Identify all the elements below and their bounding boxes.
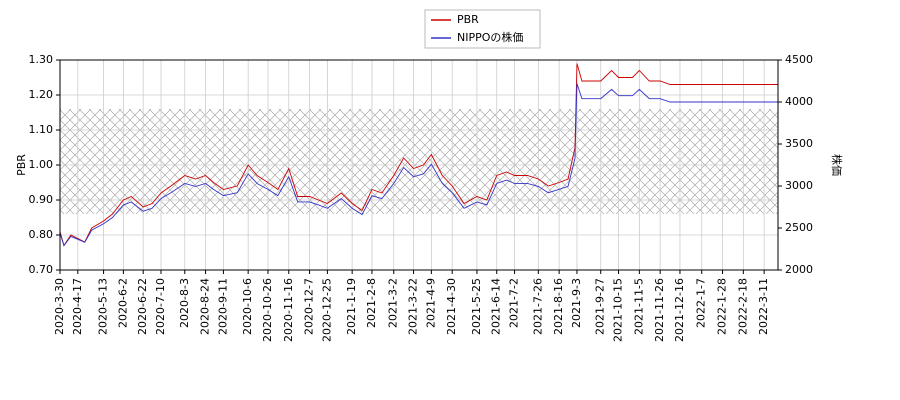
x-tick-label: 2021-12-16 bbox=[673, 278, 686, 342]
x-tick-label: 2020-9-11 bbox=[216, 278, 229, 335]
x-tick-label: 2021-4-9 bbox=[424, 278, 437, 328]
x-tick-label: 2022-1-28 bbox=[716, 278, 729, 335]
x-tick-label: 2020-10-6 bbox=[241, 278, 254, 335]
x-tick-label: 2020-8-24 bbox=[199, 278, 212, 335]
x-tick-label: 2020-6-2 bbox=[116, 278, 129, 328]
y-tick-label: 1.30 bbox=[29, 53, 54, 66]
x-tick-label: 2021-11-5 bbox=[632, 278, 645, 335]
y2-tick-label: 4500 bbox=[785, 53, 813, 66]
x-tick-label: 2021-9-3 bbox=[570, 278, 583, 328]
line-series bbox=[59, 63, 778, 247]
y-tick-label: 0.70 bbox=[29, 263, 54, 276]
y-tick-label: 1.00 bbox=[29, 158, 54, 171]
x-tick-label: 2020-12-25 bbox=[320, 278, 333, 342]
x-tick-label: 2021-11-26 bbox=[653, 278, 666, 342]
legend: PBR NIPPOの株価 bbox=[424, 9, 541, 49]
x-tick-label: 2021-3-2 bbox=[387, 278, 400, 328]
shaded-range bbox=[60, 109, 778, 214]
x-tick-label: 2020-7-10 bbox=[154, 278, 167, 335]
legend-label: NIPPOの株価 bbox=[457, 30, 523, 44]
x-tick-label: 2022-1-7 bbox=[695, 278, 708, 328]
x-tick-label: 2021-7-26 bbox=[531, 278, 544, 335]
x-tick-label: 2021-7-2 bbox=[508, 278, 521, 328]
y2-tick-label: 3000 bbox=[785, 179, 813, 192]
legend-label: PBR bbox=[457, 13, 479, 26]
y-tick-label: 1.10 bbox=[29, 123, 54, 136]
plot-frame bbox=[59, 59, 779, 271]
x-tick-label: 2021-3-22 bbox=[407, 278, 420, 335]
x-tick-label: 2021-10-15 bbox=[612, 278, 625, 342]
x-tick-label: 2020-5-13 bbox=[97, 278, 110, 335]
x-tick-label: 2020-12-7 bbox=[303, 278, 316, 335]
x-tick-label: 2020-11-16 bbox=[282, 278, 295, 342]
x-tick-label: 2022-3-11 bbox=[757, 278, 770, 335]
y2-tick-label: 4000 bbox=[785, 95, 813, 108]
y-axis-label: PBR bbox=[15, 154, 28, 176]
x-tick-label: 2021-8-16 bbox=[552, 278, 565, 335]
x-tick-label: 2021-6-14 bbox=[490, 278, 503, 335]
x-tick-label: 2021-2-8 bbox=[365, 278, 378, 328]
y-tick-label: 0.80 bbox=[29, 228, 54, 241]
legend-box bbox=[424, 9, 541, 49]
y2-tick-label: 3500 bbox=[785, 137, 813, 150]
x-tick-label: 2021-4-30 bbox=[445, 278, 458, 335]
y2-tick-label: 2500 bbox=[785, 221, 813, 234]
x-tick-label: 2020-6-22 bbox=[136, 278, 149, 335]
y-tick-label: 1.20 bbox=[29, 88, 54, 101]
y2-axis-label: 株価 bbox=[830, 154, 844, 176]
line-series bbox=[59, 83, 778, 247]
x-tick-label: 2020-10-26 bbox=[261, 278, 274, 342]
x-tick-label: 2021-1-19 bbox=[345, 278, 358, 335]
x-tick-label: 2020-4-17 bbox=[71, 278, 84, 335]
y-tick-label: 0.90 bbox=[29, 193, 54, 206]
y2-tick-label: 2000 bbox=[785, 263, 813, 276]
x-tick-label: 2021-5-25 bbox=[470, 278, 483, 335]
x-tick-label: 2021-9-27 bbox=[594, 278, 607, 335]
x-tick-label: 2020-3-30 bbox=[53, 278, 66, 335]
x-tick-label: 2022-2-18 bbox=[736, 278, 749, 335]
x-tick-label: 2020-8-3 bbox=[178, 278, 191, 328]
